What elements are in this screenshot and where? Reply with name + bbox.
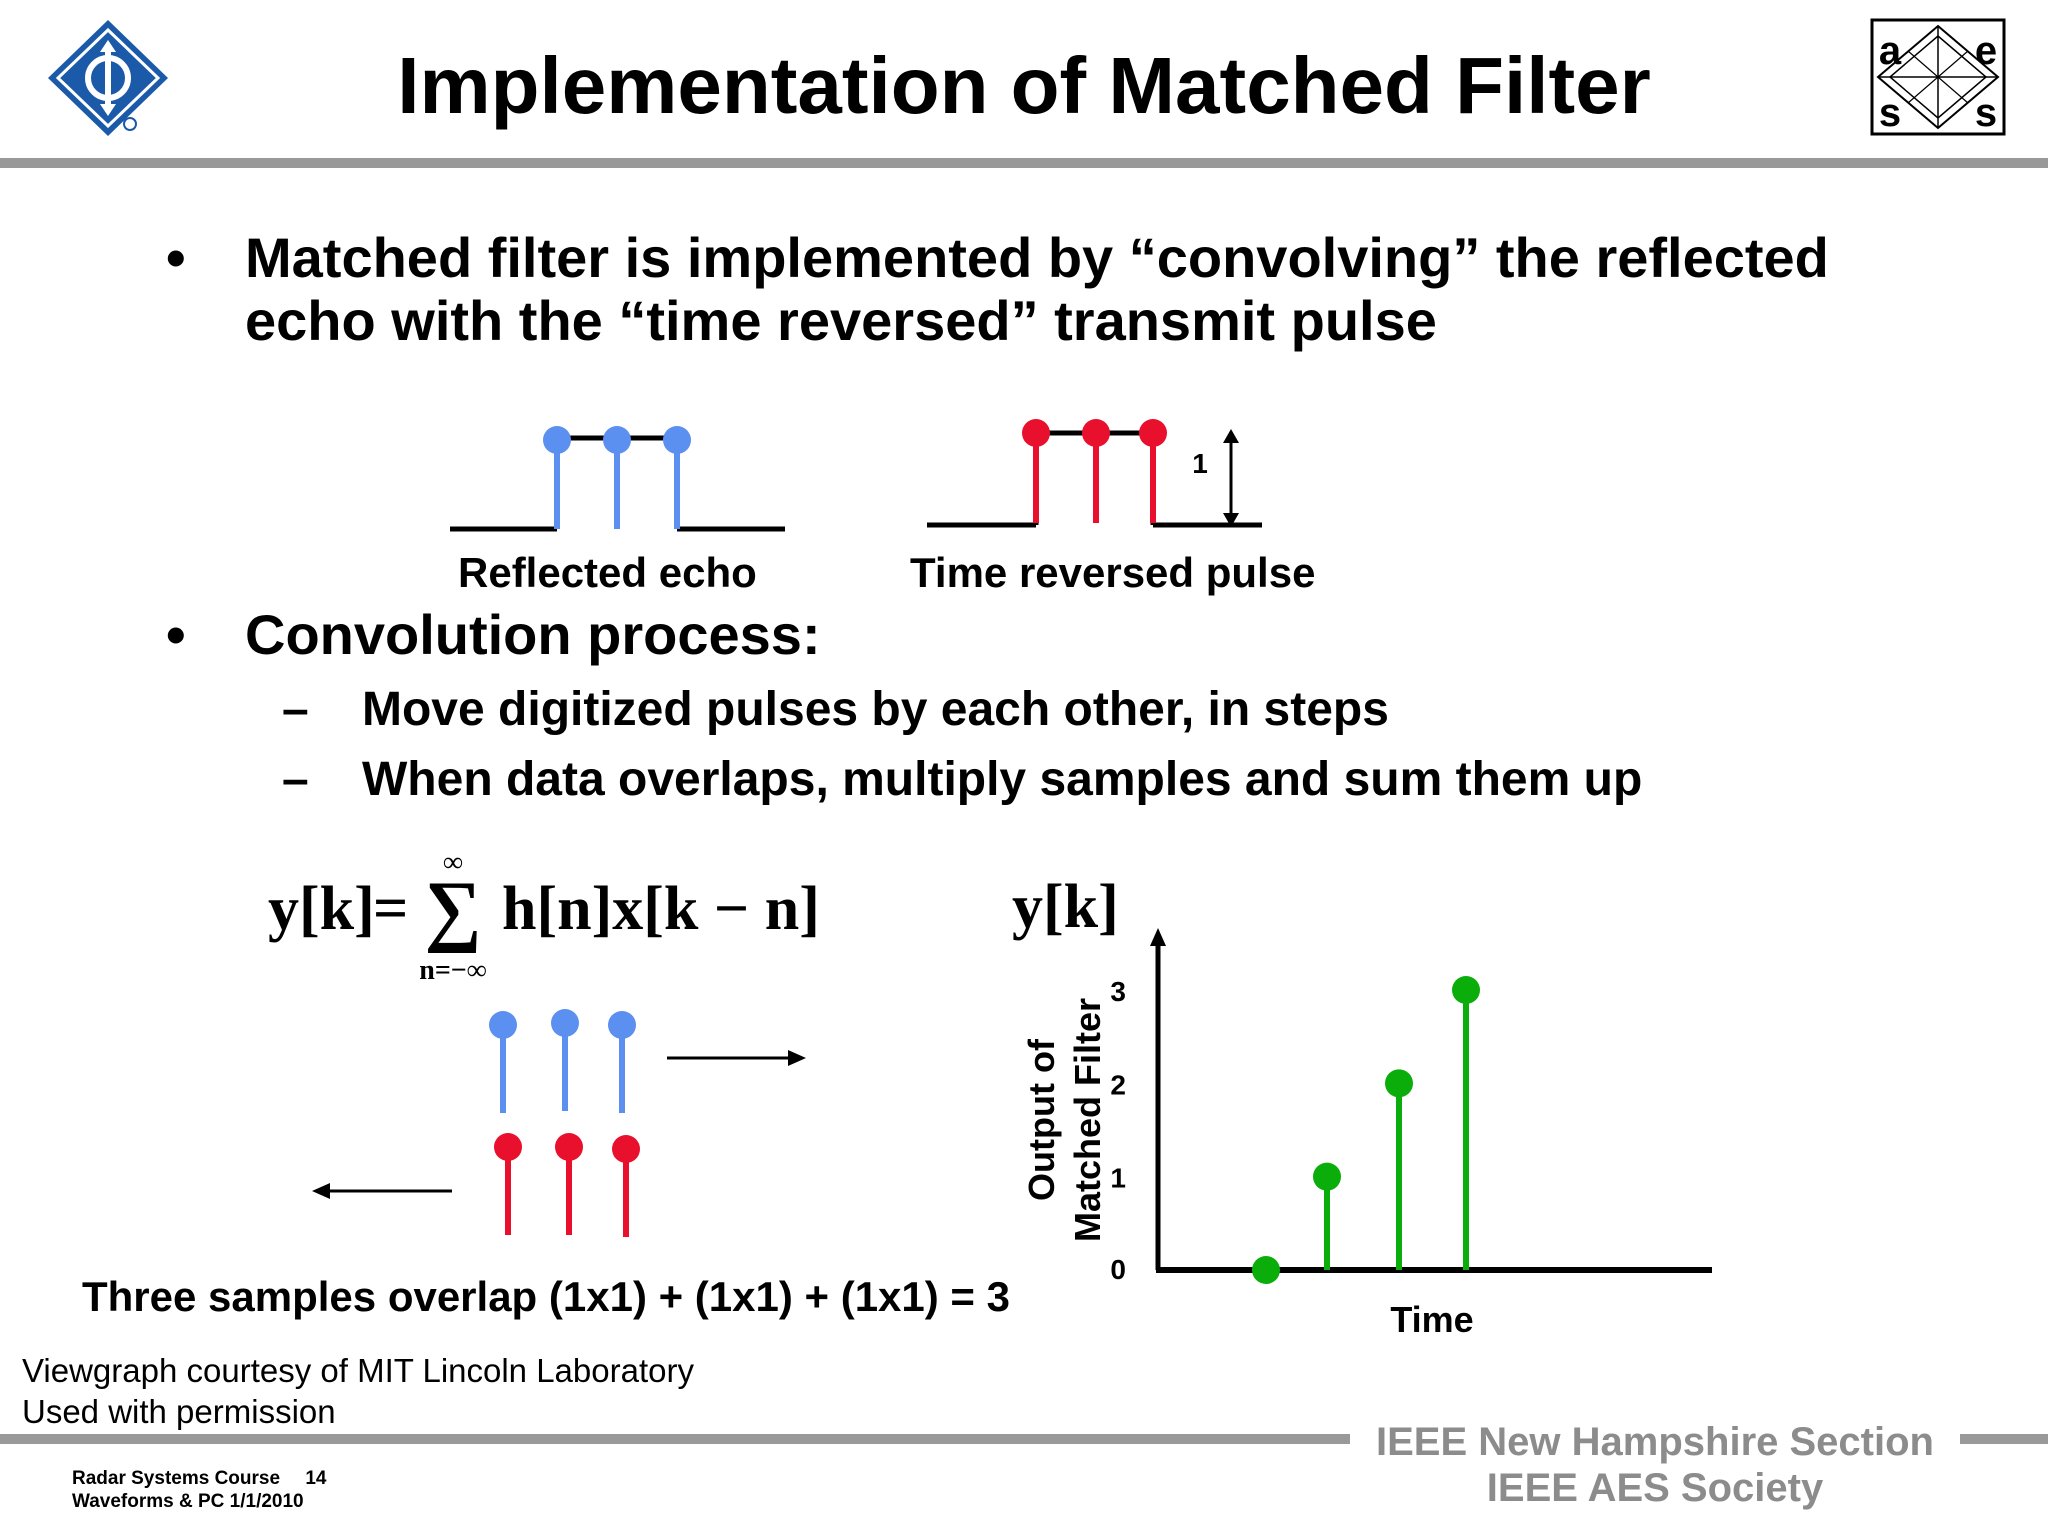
echo-stem (603, 426, 631, 529)
pulse-stem (612, 1135, 640, 1237)
sum-symbol: ∑ (424, 866, 482, 954)
output-chart: Output of Matched Filter 0 1 2 3 Time (1021, 928, 1712, 1340)
formula-lhs: y[k] (268, 875, 375, 943)
aess-letter-e: e (1975, 29, 1997, 73)
y-axis-title-line-2: Matched Filter (1067, 998, 1108, 1242)
formula-rhs: h[n]x[k − n] (502, 875, 820, 943)
pulse-diagram: 1 (450, 419, 1262, 532)
footer-course-name: Radar Systems Course (72, 1468, 281, 1489)
bullet-2-marker: • (166, 603, 186, 666)
page-title: Implementation of Matched Filter (397, 41, 1651, 130)
bullet-1-line-2: echo with the “time reversed” transmit p… (245, 289, 1437, 352)
aess-letter-a: a (1879, 29, 1902, 73)
aess-letter-s2: s (1975, 91, 1997, 135)
time-reversed-label: Time reversed pulse (910, 549, 1316, 596)
sum-lower-limit: n=−∞ (419, 955, 487, 986)
pulse-stem (555, 1133, 583, 1235)
y-tick-label: 2 (1110, 1069, 1126, 1100)
footer-page-number: 14 (305, 1468, 327, 1489)
output-stem-marker (1313, 1162, 1341, 1191)
footer-org-line-1: IEEE New Hampshire Section (1376, 1420, 1934, 1464)
aess-letter-s1: s (1879, 91, 1901, 135)
header-divider (0, 158, 2048, 168)
aess-logo-icon: a e s s (1870, 18, 2006, 136)
output-stem-marker (1252, 1256, 1280, 1284)
pulse-stem (1082, 419, 1110, 523)
echo-stem (551, 1009, 579, 1111)
left-arrow (312, 1183, 452, 1199)
overlap-equation: Three samples overlap (1x1) + (1x1) + (1… (82, 1273, 1010, 1320)
reflected-echo-pulse (450, 426, 785, 532)
ieee-diamond-logo-icon (48, 20, 168, 136)
credit-line-1: Viewgraph courtesy of MIT Lincoln Labora… (22, 1352, 694, 1389)
pulse-stem (1139, 419, 1167, 523)
subitem-2-dash: – (282, 753, 309, 806)
bullet-1-line-1: Matched filter is implemented by “convol… (245, 226, 1829, 289)
output-stem (1385, 1069, 1413, 1270)
echo-stem (608, 1011, 636, 1113)
y-tick-label: 0 (1110, 1254, 1126, 1285)
subitem-2-text: When data overlaps, multiply samples and… (362, 753, 1643, 806)
sum-upper-limit: ∞ (443, 847, 463, 878)
subitem-1-text: Move digitized pulses by each other, in … (362, 683, 1389, 736)
output-stem (1452, 976, 1480, 1270)
bullet-1-marker: • (166, 226, 186, 289)
y-tick-label: 1 (1110, 1163, 1126, 1194)
footer-course: Radar Systems Course 14 (72, 1467, 326, 1490)
y-ticks: 0 1 2 3 (1110, 976, 1126, 1285)
reflected-echo-label: Reflected echo (458, 549, 757, 596)
sliding-pulses (312, 1009, 806, 1237)
output-stem-marker (1452, 976, 1480, 1004)
output-stem (1252, 1256, 1280, 1284)
y-axis-title: Output of Matched Filter (1021, 998, 1108, 1242)
amplitude-label: 1 (1192, 448, 1208, 479)
stems (1252, 976, 1480, 1284)
pulse-stem (494, 1133, 522, 1235)
pulse-stem (1022, 419, 1050, 523)
amplitude-arrow (1216, 429, 1246, 527)
output-stem-marker (1385, 1069, 1413, 1098)
footer-org-line-2: IEEE AES Society (1486, 1466, 1824, 1510)
footer-subtitle: Waveforms & PC 1/1/2010 (72, 1491, 304, 1512)
output-stem (1313, 1162, 1341, 1270)
sliding-echo (489, 1009, 636, 1113)
right-arrow (667, 1050, 806, 1066)
chart-title: y[k] (1012, 873, 1119, 941)
convolution-formula: y[k] = ∞ ∑ n=−∞ h[n]x[k − n] (268, 847, 820, 998)
sliding-pulse (494, 1133, 640, 1237)
bullet-2-line-1: Convolution process: (245, 603, 821, 666)
y-axis-arrowhead (1150, 928, 1166, 946)
ieee-logo (46, 18, 170, 140)
subitem-1-dash: – (282, 683, 309, 736)
credit-line-2: Used with permission (22, 1393, 336, 1430)
footer-divider-left (0, 1434, 1350, 1444)
echo-stem (663, 426, 691, 529)
x-axis-title: Time (1390, 1299, 1473, 1340)
time-reversed-pulse: 1 (927, 419, 1262, 528)
echo-stem (489, 1011, 517, 1113)
y-axis-title-line-1: Output of (1021, 1038, 1062, 1201)
echo-stem (543, 426, 571, 529)
footer-divider-right (1960, 1434, 2048, 1444)
aess-logo: a e s s (1870, 18, 2006, 136)
formula-equals: = (373, 875, 409, 943)
y-tick-label: 3 (1110, 976, 1126, 1007)
